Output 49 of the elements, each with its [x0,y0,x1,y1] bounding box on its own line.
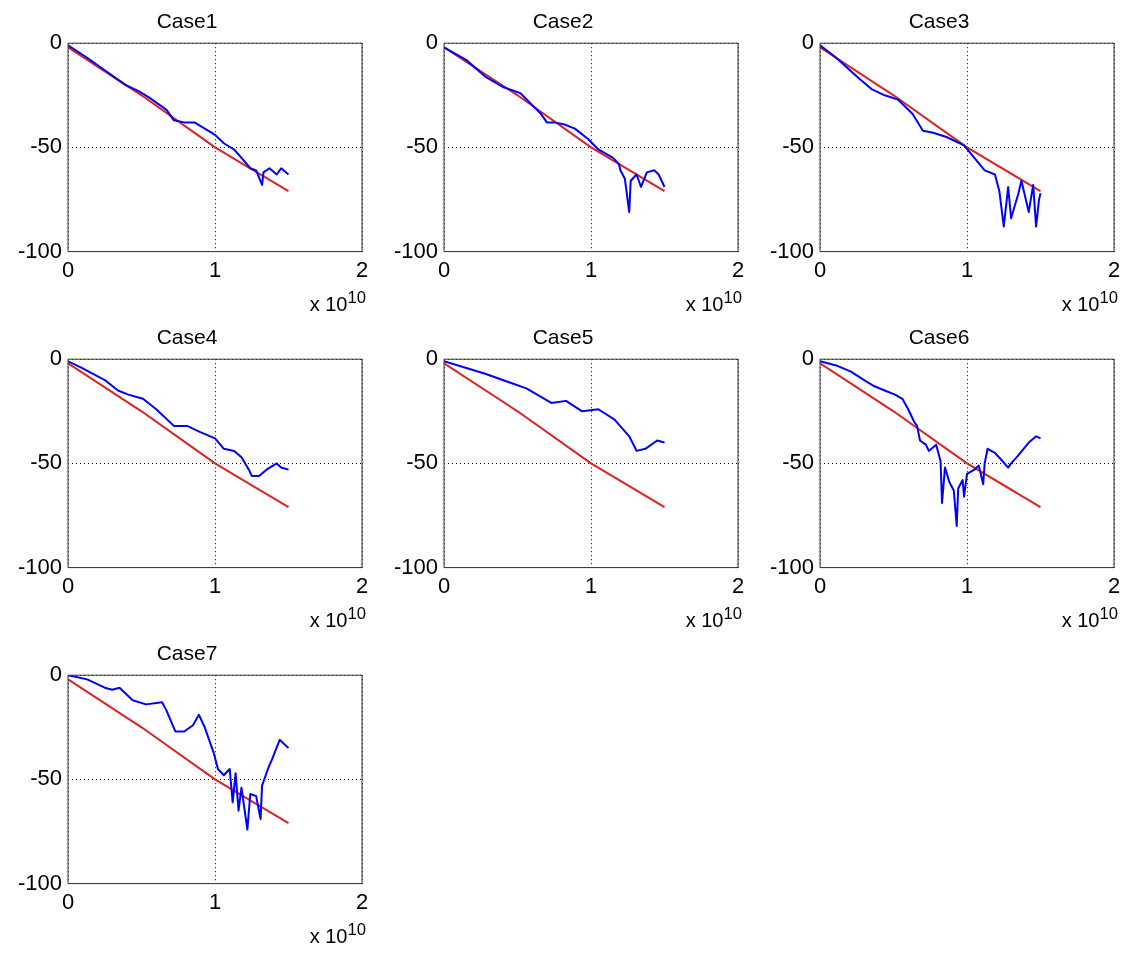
y-tick-label: -50 [406,449,439,475]
y-tick-label: -100 [17,869,63,895]
text: x 10$^{10}$ [309,288,366,316]
text: x 10$^{10}$ [1061,288,1118,316]
chart-title: Case2 [532,9,594,33]
text: x 10$^{10}$ [685,288,742,316]
x-tick-label: 1 [208,888,222,914]
y-tick-label: -50 [782,449,815,475]
y-tick-label: -50 [30,765,63,791]
y-tick-label: 0 [425,345,439,371]
y-tick-label: 0 [801,345,815,371]
x-tick-label: 2 [355,256,369,282]
x-tick-label: 2 [1107,572,1121,598]
y-tick-label: -100 [769,237,815,263]
y-tick-label: 0 [49,345,63,371]
x-tick-label: 2 [355,572,369,598]
x-tick-label: 1 [584,572,598,598]
chart-title: Case1 [156,9,218,33]
y-tick-label: -50 [782,133,815,159]
text: x 10$^{10}$ [309,920,366,948]
y-tick-label: -100 [17,553,63,579]
x-tick-label: 2 [355,888,369,914]
chart-title: Case4 [156,325,218,349]
y-tick-label: 0 [49,29,63,55]
y-tick-label: -50 [406,133,439,159]
chart-title: Case6 [908,325,970,349]
text: x 10$^{10}$ [1061,604,1118,632]
y-tick-label: -100 [393,237,439,263]
x-tick-label: 2 [731,256,745,282]
text: x 10$^{10}$ [685,604,742,632]
y-tick-label: 0 [425,29,439,55]
y-tick-label: -100 [393,553,439,579]
y-tick-label: -100 [17,237,63,263]
y-tick-label: 0 [801,29,815,55]
x-tick-label: 1 [208,256,222,282]
x-tick-label: 1 [584,256,598,282]
y-tick-label: -50 [30,449,63,475]
y-tick-label: -50 [30,133,63,159]
x-tick-label: 1 [960,256,974,282]
chart-title: Case3 [908,9,970,33]
chart-title: Case5 [532,325,594,349]
x-tick-label: 1 [960,572,974,598]
chart-title: Case7 [156,641,218,665]
x-tick-label: 2 [731,572,745,598]
x-tick-label: 2 [1107,256,1121,282]
x-tick-label: 1 [208,572,222,598]
y-tick-label: -100 [769,553,815,579]
y-tick-label: 0 [49,661,63,687]
text: x 10$^{10}$ [309,604,366,632]
